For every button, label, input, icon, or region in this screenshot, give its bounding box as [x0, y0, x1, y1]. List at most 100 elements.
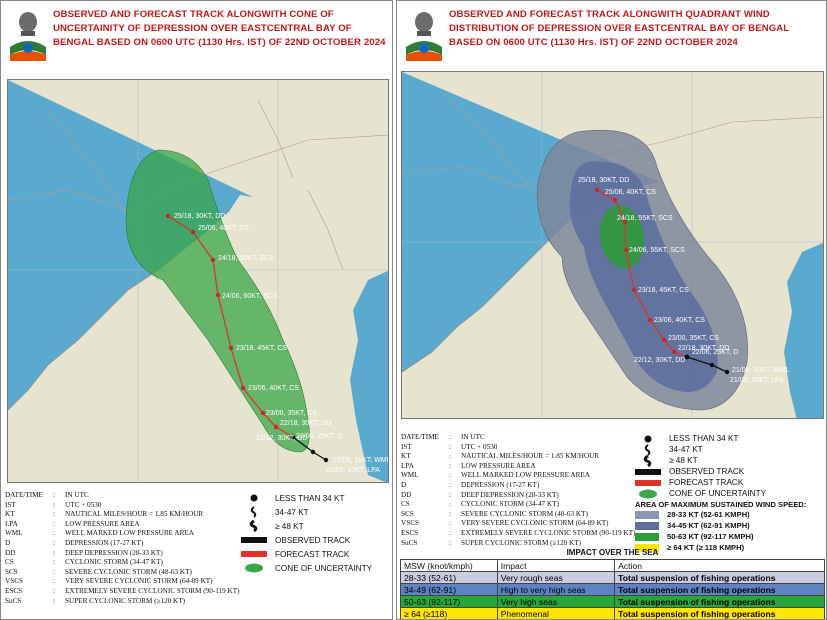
abbreviation-key: DATE/TIME	[5, 491, 43, 499]
forecast-track-icon	[241, 551, 267, 557]
right-abbreviation-legend: DATE/TIME: IN UTC IST: UTC + 0530 KT: NAUTICA…	[401, 433, 636, 548]
abbreviation-row: VSCS: VERY SEVERE CYCLONIC STORM (64-89 K…	[401, 519, 636, 529]
abbreviation-key: VSCS	[401, 519, 419, 528]
left-symbol-row: 34-47 KT	[241, 505, 372, 519]
cone-icon	[639, 489, 657, 498]
impact-row: 34-49 (62-91) High to very high seas Total…	[400, 583, 825, 596]
abbreviation-row: SuCS: SUPER CYCLONIC STORM (≥120 KT)	[401, 539, 636, 549]
left-title: OBSERVED AND FORECAST TRACK ALONGWITH CO…	[53, 9, 386, 48]
left-forecast-panel: OBSERVED AND FORECAST TRACK ALONGWITH CO…	[0, 0, 393, 620]
right-symbol-row: LESS THAN 34 KT	[635, 433, 806, 444]
left-track-label: 21/00, 10KT, LPA	[326, 467, 380, 474]
left-symbol-label: 34-47 KT	[275, 507, 309, 517]
right-header: OBSERVED AND FORECAST TRACK ALONGWITH QU…	[397, 1, 826, 71]
right-title: OBSERVED AND FORECAST TRACK ALONGWITH QU…	[449, 9, 790, 48]
abbreviation-row: D: DEPRESSION (17-27 KT)	[401, 481, 636, 491]
abbreviation-value: SEVERE CYCLONIC STORM (48-63 KT)	[461, 509, 588, 518]
abbreviation-key: WML	[401, 471, 419, 480]
impact-text: High to very high seas	[496, 583, 616, 596]
impact-over-sea: IMPACT OVER THE SEA MSW (knot/kmph) Impa…	[397, 547, 826, 619]
wind-band-row: 28-33 KT (52-61 KMPH)	[635, 509, 806, 520]
right-track-label: 25/18, 30KT, DD	[578, 177, 629, 184]
abbreviation-key: DD	[401, 490, 412, 499]
abbreviation-colon: :	[53, 567, 55, 576]
right-symbol-label: OBSERVED TRACK	[669, 467, 745, 476]
left-abbreviation-legend: DATE/TIME: IN UTC IST: UTC + 0530 KT: NAUTICA…	[5, 491, 240, 606]
wind-band-row: 50-63 KT (92-117 KMPH)	[635, 531, 806, 542]
right-map-svg: 25/18, 30KT, DD 25/06, 40KT, CS 24/18, 55K…	[402, 72, 823, 418]
abbreviation-row: DD: DEEP DEPRESSION (28-33 KT)	[5, 549, 240, 559]
right-symbol-label: ≥ 48 KT	[669, 456, 698, 465]
impact-header-row: MSW (knot/kmph) Impact Action	[400, 559, 825, 572]
abbreviation-value: LOW PRESSURE AREA	[461, 461, 536, 470]
abbreviation-value: DEEP DEPRESSION (28-33 KT)	[65, 548, 163, 557]
left-map: 25/18, 30KT, DD 25/06, 40KT, CS 24/18, 55K…	[7, 79, 389, 483]
impact-action: Total suspension of fishing operations	[614, 595, 825, 608]
abbreviation-row: SCS: SEVERE CYCLONIC STORM (48-63 KT)	[401, 510, 636, 520]
left-track-label: 23/18, 45KT, CS	[236, 345, 287, 352]
abbreviation-row: DD: DEEP DEPRESSION (28-33 KT)	[401, 491, 636, 501]
wind-band-row: 34-45 KT (62-91 KMPH)	[635, 520, 806, 531]
abbreviation-row: WML: WELL MARKED LOW PRESSURE AREA	[5, 529, 240, 539]
left-symbol-row: CONE OF UNCERTAINTY	[241, 561, 372, 575]
wind-band-swatch	[635, 510, 659, 519]
abbreviation-key: SCS	[5, 567, 18, 576]
right-symbol-label: FORECAST TRACK	[669, 478, 744, 487]
left-track-label: 25/18, 30KT, DD	[174, 213, 225, 220]
left-track-label: 24/18, 55KT, SCS	[218, 255, 274, 262]
right-symbol-row: CONE OF UNCERTAINTY	[635, 488, 806, 499]
abbreviation-value: SEVERE CYCLONIC STORM (48-63 KT)	[65, 567, 192, 576]
cone-icon	[245, 563, 263, 573]
left-track-label: 23/06, 40KT, CS	[248, 385, 299, 392]
abbreviation-key: LPA	[5, 519, 18, 528]
abbreviation-colon: :	[53, 558, 55, 567]
wind-band-label: 34-45 KT (62-91 KMPH)	[667, 521, 750, 530]
wind-area-title: AREA OF MAXIMUM SUSTAINED WIND SPEED:	[635, 500, 807, 509]
impact-row: 50-63 (92-117) Very high seas Total suspen…	[400, 595, 825, 608]
left-symbol-legend: LESS THAN 34 KT 34-47 KT ≥ 48 KT OBSERVED T…	[241, 491, 372, 575]
forecast-track-icon	[635, 479, 661, 486]
abbreviation-row: KT: NAUTICAL MILES/HOUR = 1.85 KM/HOUR	[401, 452, 636, 462]
abbreviation-colon: :	[449, 538, 451, 547]
impact-text: Phenomenal	[496, 607, 616, 619]
abbreviation-value: WELL MARKED LOW PRESSURE AREA	[461, 471, 590, 480]
abbreviation-value: UTC + 0530	[65, 500, 102, 509]
abbreviation-key: D	[5, 538, 11, 547]
abbreviation-colon: :	[53, 586, 55, 595]
left-map-svg: 25/18, 30KT, DD 25/06, 40KT, CS 24/18, 55K…	[8, 80, 388, 482]
abbreviation-colon: :	[53, 510, 55, 519]
right-symbol-label: LESS THAN 34 KT	[669, 434, 739, 443]
abbreviation-colon: :	[53, 529, 55, 538]
left-track-label: 22/06, 25KT, D	[296, 433, 342, 440]
right-map: 25/18, 30KT, DD 25/06, 40KT, CS 24/18, 55K…	[401, 71, 824, 419]
abbreviation-row: SuCS: SUPER CYCLONIC STORM (≥120 KT)	[5, 597, 240, 607]
left-symbol-row: LESS THAN 34 KT	[241, 491, 372, 505]
abbreviation-row: SCS: SEVERE CYCLONIC STORM (48-63 KT)	[5, 568, 240, 578]
abbreviation-value: NAUTICAL MILES/HOUR = 1.85 KM/HOUR	[65, 510, 204, 519]
abbreviation-colon: :	[449, 509, 451, 518]
abbreviation-colon: :	[449, 442, 451, 451]
right-symbol-label: CONE OF UNCERTAINTY	[669, 489, 767, 498]
left-symbol-row: FORECAST TRACK	[241, 547, 372, 561]
right-track-label: 21/06, 10KT, WML	[732, 367, 790, 374]
impact-text: Very rough seas	[496, 571, 616, 584]
abbreviation-value: NAUTICAL MILES/HOUR = 1.85 KM/HOUR	[461, 452, 600, 461]
left-symbol-label: OBSERVED TRACK	[275, 535, 351, 545]
abbreviation-colon: :	[53, 538, 55, 547]
abbreviation-key: DATE/TIME	[401, 433, 439, 441]
impact-header-impact: Impact	[496, 559, 616, 572]
left-symbol-row: ≥ 48 KT	[241, 519, 372, 533]
abbreviation-key: ESCS	[401, 528, 419, 537]
abbreviation-key: VSCS	[5, 577, 23, 586]
abbreviation-value: SUPER CYCLONIC STORM (≥120 KT)	[461, 538, 582, 547]
impact-table: MSW (knot/kmph) Impact Action 28-33 (52-…	[400, 559, 825, 619]
abbreviation-row: CS: CYCLONIC STORM (34-47 KT)	[5, 558, 240, 568]
abbreviation-key: DD	[5, 548, 16, 557]
abbreviation-value: DEPRESSION (17-27 KT)	[461, 480, 540, 489]
abbreviation-value: IN UTC	[65, 491, 89, 499]
abbreviation-colon: :	[53, 500, 55, 509]
abbreviation-colon: :	[53, 548, 55, 557]
abbreviation-colon: :	[53, 596, 55, 605]
left-symbol-label: ≥ 48 KT	[275, 521, 304, 531]
observed-track-icon	[635, 468, 661, 475]
